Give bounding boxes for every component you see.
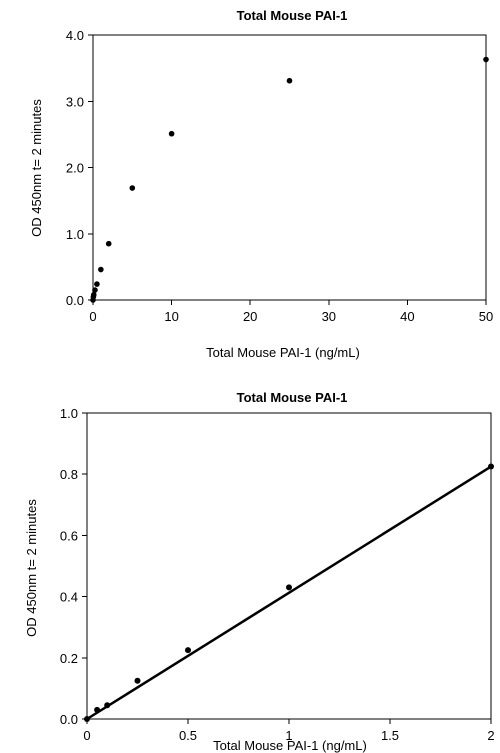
chart-1-data-point	[168, 130, 175, 137]
chart-1-data-point	[94, 281, 100, 287]
chart-2-data-point	[84, 716, 90, 722]
chart-2-x-tick-label: 0	[83, 728, 90, 743]
chart-1-data-point	[98, 266, 104, 273]
chart-1-points	[90, 56, 489, 303]
chart-2-y-tick-label: 1.0	[60, 406, 78, 421]
chart-1-x-tick-label: 10	[164, 309, 178, 324]
chart-2-data-point	[104, 702, 111, 709]
chart-2-ticks: 0 0.5 1 1.5 2 0.0 0.2 0.4 0.6 0.8 1.0	[60, 406, 495, 743]
chart-2-x-tick-label: 1	[285, 728, 292, 743]
chart-2-y-tick-label: 0.0	[60, 712, 78, 727]
chart-2-points	[84, 463, 494, 722]
chart-1-title: Total Mouse PAI-1	[237, 8, 348, 23]
chart-1-plot-area	[92, 34, 487, 301]
chart-2-x-tick-label: 2	[487, 728, 494, 743]
chart-2-y-tick-label: 0.4	[60, 590, 78, 605]
chart-1: Total Mouse PAI-1 Total Mouse PAI-1 (ng/…	[29, 8, 493, 360]
chart-1-x-tick-label: 40	[400, 309, 414, 324]
chart-1-data-point	[483, 56, 489, 63]
chart-1-x-tick-label: 20	[243, 309, 257, 324]
chart-2-data-point	[286, 584, 292, 591]
chart-1-y-tick-label: 1.0	[66, 227, 84, 242]
chart-1-data-point	[92, 287, 98, 293]
chart-1-y-tick-label: 2.0	[66, 161, 84, 176]
chart-2: Total Mouse PAI-1 Total Mouse PAI-1 (ng/…	[24, 390, 495, 753]
chart-2-title: Total Mouse PAI-1	[237, 390, 348, 405]
chart-2-plot-area	[86, 412, 492, 720]
chart-2-data-point	[134, 677, 141, 684]
chart-1-y-tick-label: 0.0	[66, 293, 84, 308]
chart-1-y-tick-label: 3.0	[66, 94, 84, 109]
chart-1-x-tick-label: 0	[89, 309, 96, 324]
chart-2-y-axis-label: OD 450nm t= 2 minutes	[24, 499, 39, 637]
chart-2-data-point	[185, 647, 191, 654]
chart-2-y-tick-label: 0.8	[60, 467, 78, 482]
chart-1-data-point	[129, 185, 136, 191]
chart-2-x-tick-label: 1.5	[381, 728, 399, 743]
chart-2-y-tick-label: 0.2	[60, 651, 78, 666]
chart-1-y-tick-label: 4.0	[66, 28, 84, 43]
chart-1-x-tick-label: 30	[322, 309, 336, 324]
chart-1-data-point	[105, 240, 112, 247]
chart-1-x-axis-label: Total Mouse PAI-1 (ng/mL)	[206, 345, 360, 360]
chart-1-y-axis-label: OD 450nm t= 2 minutes	[29, 99, 44, 237]
chart-1-data-point	[90, 291, 97, 298]
chart-2-fit-line	[86, 465, 492, 721]
chart-1-ticks: 0 10 20 30 40 50 0.0 1.0 2.0 3.0 4.0	[66, 28, 493, 324]
chart-2-data-point	[488, 463, 494, 470]
chart-2-x-tick-label: 0.5	[179, 728, 197, 743]
chart-2-y-tick-label: 0.6	[60, 528, 78, 543]
chart-1-x-tick-label: 50	[479, 309, 493, 324]
chart-2-data-point	[94, 706, 101, 713]
chart-2-x-axis-label: Total Mouse PAI-1 (ng/mL)	[213, 738, 367, 753]
chart-1-data-point	[286, 77, 293, 84]
